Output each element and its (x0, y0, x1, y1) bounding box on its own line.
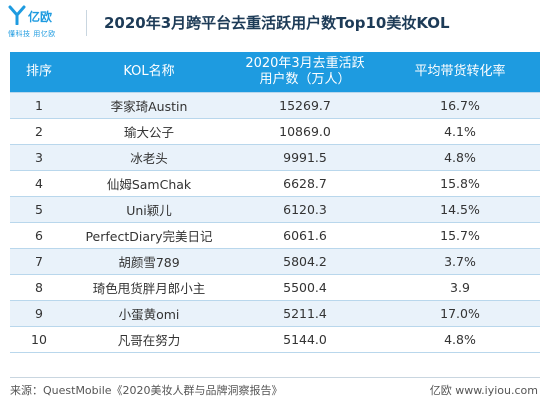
active-users-cell: 5500.4 (230, 274, 380, 301)
table-row: 6 PerfectDiary完美日记 6061.6 15.7% (10, 222, 540, 249)
conversion-rate-cell: 17.0% (380, 300, 540, 327)
header-divider (86, 10, 87, 36)
kol-name-cell: 冰老头 (68, 144, 230, 171)
header-conversion-rate: 平均带货转化率 (380, 52, 540, 93)
conversion-rate-cell: 4.8% (380, 144, 540, 171)
rank-cell: 7 (10, 248, 68, 275)
header-rank: 排序 (10, 52, 68, 93)
active-users-cell: 5144.0 (230, 326, 380, 353)
kol-name-cell: 小蛋黄omi (68, 300, 230, 327)
kol-name-cell: 凡哥在努力 (68, 326, 230, 353)
table-row: 4 仙姆SamChak 6628.7 15.8% (10, 170, 540, 197)
rank-cell: 3 (10, 144, 68, 171)
source-note: 来源：QuestMobile《2020美妆人群与品牌洞察报告》 (10, 384, 283, 397)
active-users-cell: 5211.4 (230, 300, 380, 327)
table-row: 2 瑜大公子 10869.0 4.1% (10, 118, 540, 145)
yiou-logo-icon (8, 5, 26, 25)
kol-ranking-table: 排序 KOL名称 2020年3月去重活跃 用户数（万人） 平均带货转化率 1 李家… (10, 52, 540, 353)
brand-logo[interactable]: 亿欧 懂科技 用亿欧 (8, 5, 68, 41)
table-row: 9 小蛋黄omi 5211.4 17.0% (10, 300, 540, 327)
header: 亿欧 懂科技 用亿欧 2020年3月跨平台去重活跃用户数Top10美妆KOL (0, 0, 550, 46)
header-active-users: 2020年3月去重活跃 用户数（万人） (230, 52, 380, 93)
kol-name-cell: Uni颖儿 (68, 196, 230, 223)
conversion-rate-cell: 15.8% (380, 170, 540, 197)
kol-name-cell: 李家琦Austin (68, 92, 230, 119)
active-users-cell: 5804.2 (230, 248, 380, 275)
table-header-row: 排序 KOL名称 2020年3月去重活跃 用户数（万人） 平均带货转化率 (10, 52, 540, 93)
conversion-rate-cell: 16.7% (380, 92, 540, 119)
brand-tagline: 懂科技 用亿欧 (8, 30, 56, 38)
kol-name-cell: 仙姆SamChak (68, 170, 230, 197)
kol-name-cell: 胡颜雪789 (68, 248, 230, 275)
active-users-cell: 6061.6 (230, 222, 380, 249)
rank-cell: 2 (10, 118, 68, 145)
rank-cell: 8 (10, 274, 68, 301)
conversion-rate-cell: 15.7% (380, 222, 540, 249)
kol-name-cell: PerfectDiary完美日记 (68, 222, 230, 249)
rank-cell: 1 (10, 92, 68, 119)
table-row: 10 凡哥在努力 5144.0 4.8% (10, 326, 540, 353)
conversion-rate-cell: 4.8% (380, 326, 540, 353)
rank-cell: 4 (10, 170, 68, 197)
table-row: 8 琦色甩货胖月郎小主 5500.4 3.9 (10, 274, 540, 301)
table-row: 5 Uni颖儿 6120.3 14.5% (10, 196, 540, 223)
rank-cell: 6 (10, 222, 68, 249)
table-body: 1 李家琦Austin 15269.7 16.7% 2 瑜大公子 10869.0 4.1% 3 冰… (10, 92, 540, 353)
active-users-cell: 10869.0 (230, 118, 380, 145)
footer-divider (10, 377, 540, 378)
brand-name: 亿欧 (28, 10, 53, 24)
active-users-cell: 6628.7 (230, 170, 380, 197)
header-active-users-line2: 用户数（万人） (259, 72, 351, 87)
rank-cell: 10 (10, 326, 68, 353)
table-row: 1 李家琦Austin 15269.7 16.7% (10, 92, 540, 119)
conversion-rate-cell: 3.9 (380, 274, 540, 301)
site-url[interactable]: 亿欧 www.iyiou.com (429, 384, 538, 397)
active-users-cell: 6120.3 (230, 196, 380, 223)
page-title: 2020年3月跨平台去重活跃用户数Top10美妆KOL (104, 14, 450, 32)
conversion-rate-cell: 3.7% (380, 248, 540, 275)
table-row: 7 胡颜雪789 5804.2 3.7% (10, 248, 540, 275)
rank-cell: 9 (10, 300, 68, 327)
kol-name-cell: 琦色甩货胖月郎小主 (68, 274, 230, 301)
active-users-cell: 9991.5 (230, 144, 380, 171)
header-kol-name: KOL名称 (68, 52, 230, 93)
conversion-rate-cell: 4.1% (380, 118, 540, 145)
rank-cell: 5 (10, 196, 68, 223)
active-users-cell: 15269.7 (230, 92, 380, 119)
kol-name-cell: 瑜大公子 (68, 118, 230, 145)
header-active-users-line1: 2020年3月去重活跃 (245, 56, 365, 71)
conversion-rate-cell: 14.5% (380, 196, 540, 223)
table-row: 3 冰老头 9991.5 4.8% (10, 144, 540, 171)
